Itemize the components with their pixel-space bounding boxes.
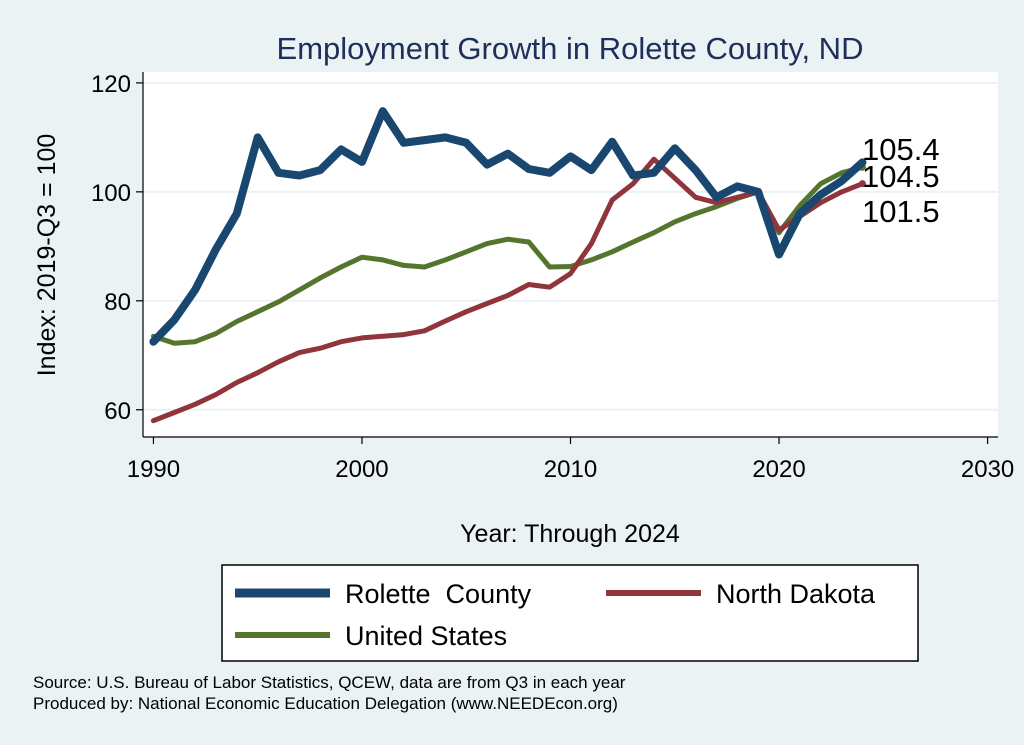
series-end-label: 105.4 <box>862 132 940 167</box>
series-end-marker <box>858 180 866 188</box>
series-line <box>149 107 867 346</box>
y-tick-label: 60 <box>104 398 131 425</box>
legend-label: North Dakota <box>716 579 876 609</box>
x-tick-label: 1990 <box>127 456 180 483</box>
legend-items: Rolette County North Dakota United States <box>235 579 876 651</box>
legend-box <box>221 564 919 662</box>
x-tick-label: 2000 <box>335 456 388 483</box>
series-lines <box>149 107 867 424</box>
source-line-1: Source: U.S. Bureau of Labor Statistics,… <box>33 673 626 692</box>
x-axis-ticks: 1990 2000 2010 2020 2030 <box>127 437 1014 483</box>
y-tick-label: 80 <box>104 289 131 316</box>
y-tick-label: 120 <box>91 71 131 98</box>
series-end-marker <box>858 158 866 166</box>
legend-label: United States <box>345 621 507 651</box>
y-axis-ticks: 60 80 100 120 <box>91 71 143 425</box>
plot-area <box>143 72 998 437</box>
y-tick-label: 100 <box>91 180 131 207</box>
legend: Rolette County North Dakota United States <box>221 564 919 662</box>
x-tick-label: 2010 <box>544 456 597 483</box>
legend-label: Rolette County <box>345 579 532 609</box>
y-axis-label: Index: 2019-Q3 = 100 <box>33 134 61 377</box>
series-line <box>150 156 865 424</box>
x-tick-label: 2030 <box>961 456 1014 483</box>
source-line-2: Produced by: National Economic Education… <box>33 694 618 713</box>
chart-title: Employment Growth in Rolette County, ND <box>277 31 864 66</box>
series-end-label: 104.5 <box>862 159 940 194</box>
x-tick-label: 2020 <box>752 456 805 483</box>
series-end-label: 101.5 <box>862 194 940 229</box>
grid-lines <box>143 81 998 411</box>
x-axis-label: Year: Through 2024 <box>460 520 680 548</box>
